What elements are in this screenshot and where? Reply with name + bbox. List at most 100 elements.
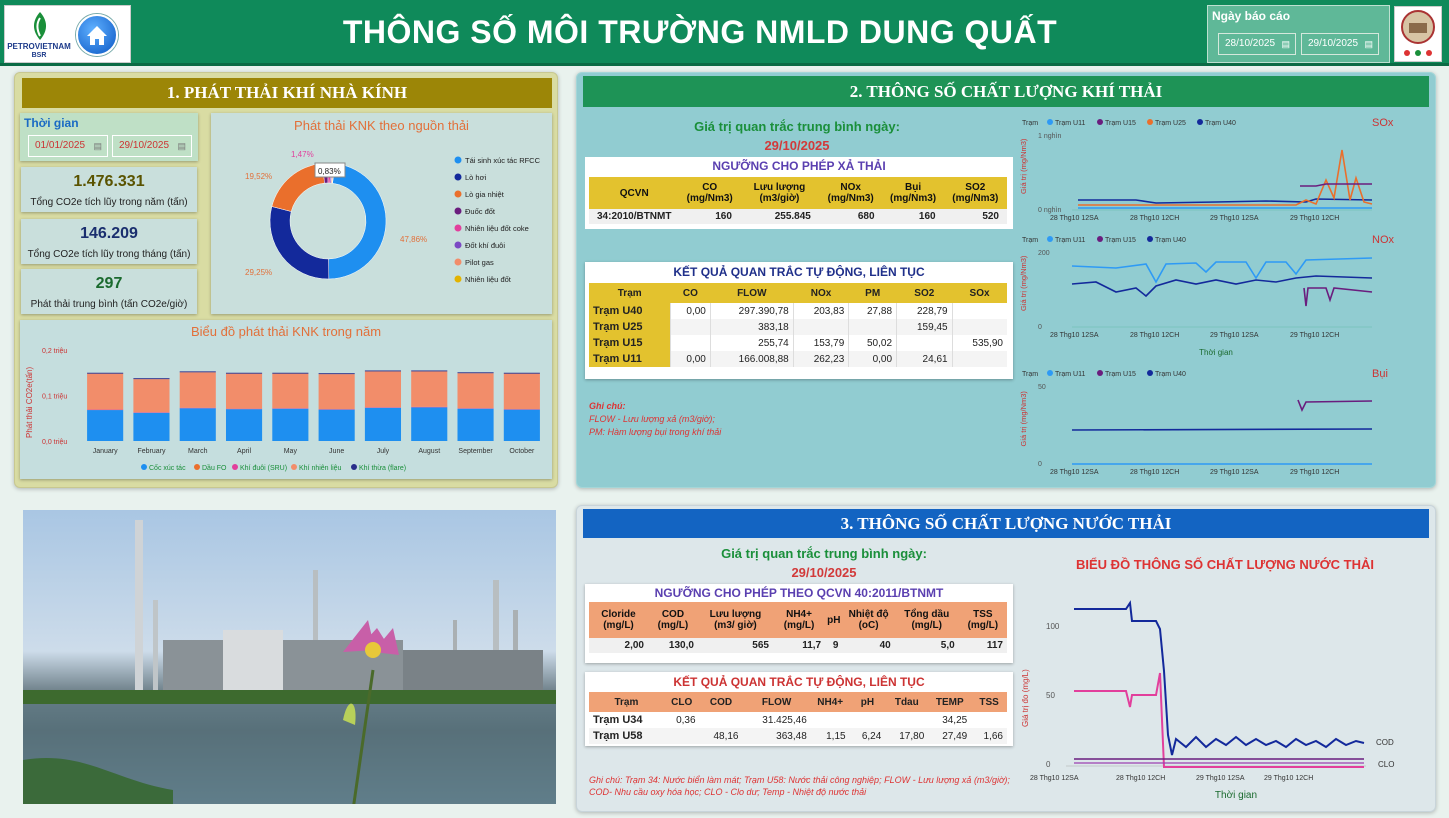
- time-to-value: 29/10/2025: [119, 140, 170, 151]
- bar-segment: [133, 378, 170, 380]
- table-cell: 159,45: [896, 319, 953, 335]
- table-cell: 40: [879, 640, 891, 651]
- x-tick: 28 Thg10 12CH: [1130, 215, 1179, 222]
- table-cell: SOx: [969, 287, 990, 299]
- ghg-panel-title: 1. PHÁT THẢI KHÍ NHÀ KÍNH: [22, 78, 552, 108]
- chart-title: NOx: [1372, 234, 1395, 246]
- legend-dot: [1047, 236, 1053, 242]
- legend-label: Khí thừa (flare): [359, 465, 406, 472]
- bar-segment: [179, 408, 216, 441]
- legend-label: Trạm U11: [1055, 371, 1085, 378]
- table-cell: pH: [860, 696, 875, 708]
- legend-label: Trạm U15: [1105, 371, 1136, 378]
- table-cell: 1,66: [983, 730, 1003, 742]
- bar-segment: [225, 373, 263, 409]
- x-tick: 28 Thg10 12SA: [1050, 332, 1099, 339]
- series-label: COD: [1376, 738, 1394, 747]
- report-date-to[interactable]: 29/10/2025 ▤: [1301, 33, 1379, 55]
- table-cell: 2,00: [624, 640, 644, 651]
- bar-segment: [179, 371, 216, 373]
- table-cell: Trạm U40: [589, 303, 671, 319]
- table-cell: PM: [865, 287, 881, 299]
- water-panel-title: 3. THÔNG SỐ CHẤT LƯỢNG NƯỚC THẢI: [583, 509, 1429, 538]
- legend-dot: [1197, 119, 1203, 125]
- bar-xtick: February: [137, 448, 166, 455]
- table-cell: 1,15: [826, 730, 846, 742]
- table-cell: QCVN: [619, 187, 649, 199]
- nox-u11-line: [1071, 257, 1373, 284]
- table-cell: TSS: [979, 696, 999, 708]
- table-cell: FLOW: [737, 287, 767, 299]
- legend-label: Đuốc đốt: [465, 207, 496, 216]
- bar-ytick: 0,1 triệu: [42, 394, 67, 401]
- table-cell: Cloride (mg/L): [601, 609, 636, 631]
- legend-label: Tái sinh xúc tác RFCC: [465, 156, 541, 165]
- table-cell: 160: [715, 211, 732, 222]
- table-cell: 117: [986, 640, 1003, 651]
- legend-dot: [454, 207, 462, 215]
- home-button[interactable]: [76, 14, 118, 56]
- calendar-icon: ▤: [1281, 39, 1290, 49]
- table-cell: 255,74: [709, 335, 794, 351]
- table-cell: [951, 303, 1007, 319]
- table-cell: Bụi (mg/Nm3): [890, 182, 937, 204]
- bar-segment: [364, 407, 402, 441]
- air-line-charts: Trạm Trạm U11 Trạm U15 Trạm U25 Trạm U40 SOx 1…: [1019, 117, 1395, 476]
- legend-dot: [351, 464, 357, 470]
- bar-segment: [503, 372, 540, 374]
- dust-u40-line: [1071, 428, 1373, 431]
- table-cell: 166.008,88: [709, 351, 794, 367]
- x-tick: 29 Thg10 12SA: [1196, 775, 1245, 782]
- table-cell: Lưu lượng (m3/ giờ): [709, 609, 762, 631]
- report-date-filter: Ngày báo cáo 28/10/2025 ▤ 29/10/2025 ▤: [1207, 5, 1390, 63]
- legend-label: Nhiên liệu đốt coke: [465, 224, 529, 233]
- x-tick: 29 Thg10 12SA: [1210, 215, 1259, 222]
- legend-label: Pilot gas: [465, 258, 494, 267]
- report-date-from[interactable]: 28/10/2025 ▤: [1218, 33, 1296, 55]
- table-row: Trạm U15 255,74 153,79 50,02 535,90: [589, 335, 1007, 351]
- table-cell: FLOW: [761, 696, 792, 708]
- y-axis-label: Giá trị đo (mg/L): [1021, 669, 1030, 727]
- table-cell: 34,25: [942, 714, 968, 726]
- bar-segment: [318, 374, 355, 410]
- table-cell: 11,7: [802, 640, 822, 651]
- table-row: Trạm U40 0,00 297.390,78 203,83 27,88 228,79: [589, 303, 1007, 319]
- donut-pct-label: 19,52%: [245, 172, 272, 181]
- table-cell: Trạm U15: [589, 335, 671, 351]
- bar-title: Biểu đồ phát thải KNK trong năm: [190, 324, 382, 339]
- kpi-value: 1.476.331: [73, 173, 145, 190]
- time-from-field[interactable]: 01/01/2025 ▤: [28, 135, 108, 157]
- table-cell: COD: [709, 696, 733, 708]
- table-cell: 5,0: [940, 640, 955, 651]
- bar-segment: [457, 373, 494, 409]
- bar-segment: [503, 409, 540, 441]
- table-cell: 680: [857, 211, 875, 222]
- legend-title: Trạm: [1022, 371, 1038, 378]
- x-tick: 28 Thg10 12SA: [1030, 775, 1079, 782]
- table-cell: 6,24: [861, 730, 882, 742]
- bar-xtick: July: [377, 448, 390, 455]
- bar-segment: [225, 372, 263, 374]
- x-axis-label: Thời gian: [1199, 348, 1233, 357]
- table-cell: Lưu lượng (m3/giờ): [753, 182, 806, 204]
- emblem-image: [1394, 6, 1442, 62]
- sox-u25-line: [1078, 149, 1373, 206]
- air-result-table: Trạm CO FLOW NOx PM SO2 SOx Trạm U40 0,00 297.39…: [589, 283, 1007, 367]
- table-cell: Trạm: [614, 696, 639, 708]
- x-tick: 29 Thg10 12SA: [1210, 332, 1259, 339]
- table-cell: [896, 335, 953, 351]
- legend-dot: [232, 464, 238, 470]
- table-cell: 130,0: [668, 640, 694, 651]
- y-tick: 200: [1038, 250, 1050, 257]
- x-tick: 29 Thg10 12CH: [1290, 469, 1339, 476]
- refinery-image: [23, 520, 556, 804]
- bar-xtick: March: [188, 448, 208, 455]
- legend-dot: [1047, 119, 1053, 125]
- table-cell: SO2 (mg/Nm3): [952, 182, 999, 204]
- bar-ylabel: Phát thải CO2e(tấn): [25, 367, 34, 438]
- table-cell: [669, 335, 711, 351]
- time-to-field[interactable]: 29/10/2025 ▤: [112, 135, 192, 157]
- bar-segment: [87, 372, 124, 374]
- table-cell: 228,79: [896, 303, 953, 319]
- table-cell: [664, 728, 700, 744]
